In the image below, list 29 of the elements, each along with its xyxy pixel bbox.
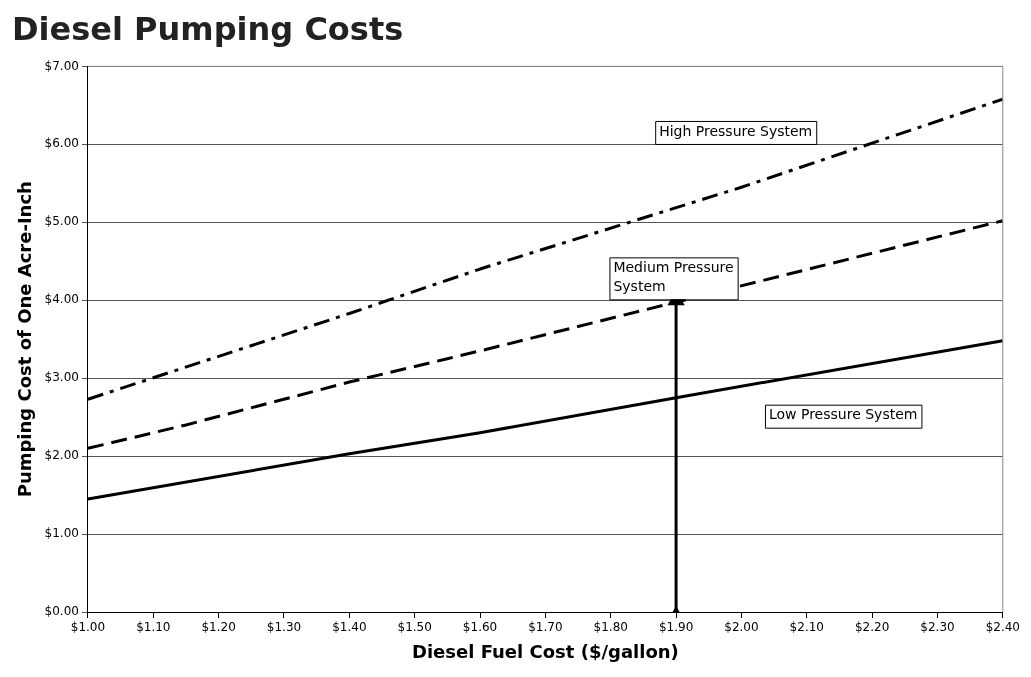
y-tick-label: $0.00 bbox=[44, 604, 79, 619]
x-tick-label: $1.70 bbox=[528, 620, 563, 635]
y-tick-label: $2.00 bbox=[44, 448, 79, 463]
x-tick-label: $2.30 bbox=[920, 620, 955, 635]
x-tick-label: $1.50 bbox=[397, 620, 432, 635]
y-tick-label: $7.00 bbox=[44, 58, 79, 73]
x-tick-label: $1.10 bbox=[136, 620, 171, 635]
x-tick-label: $2.20 bbox=[854, 620, 890, 635]
series-label: Low Pressure System bbox=[768, 406, 918, 423]
series-label: High Pressure System bbox=[659, 122, 813, 139]
x-tick-label: $1.30 bbox=[266, 620, 302, 635]
x-tick-label: $2.00 bbox=[724, 620, 759, 635]
x-tick-label: $2.10 bbox=[789, 620, 824, 635]
x-axis-title: Diesel Fuel Cost ($/gallon) bbox=[411, 640, 679, 662]
series-label: Medium Pressure System bbox=[613, 259, 734, 294]
y-tick-label: $5.00 bbox=[44, 214, 79, 229]
chart-title: Diesel Pumping Costs bbox=[12, 9, 404, 48]
x-tick-label: $2.40 bbox=[985, 620, 1020, 635]
y-tick-label: $1.00 bbox=[44, 526, 79, 541]
y-tick-label: $3.00 bbox=[44, 370, 79, 385]
x-tick-label: $1.90 bbox=[658, 620, 694, 635]
x-tick-label: $1.80 bbox=[593, 620, 628, 635]
y-tick-label: $6.00 bbox=[44, 136, 79, 151]
y-tick-label: $4.00 bbox=[44, 292, 79, 307]
y-axis-title: Pumping Cost of One Acre-Inch bbox=[14, 181, 36, 498]
x-tick-label: $1.00 bbox=[70, 620, 106, 635]
x-tick-label: $1.20 bbox=[201, 620, 236, 635]
x-tick-label: $1.40 bbox=[332, 620, 367, 635]
x-tick-label: $1.60 bbox=[462, 620, 498, 635]
